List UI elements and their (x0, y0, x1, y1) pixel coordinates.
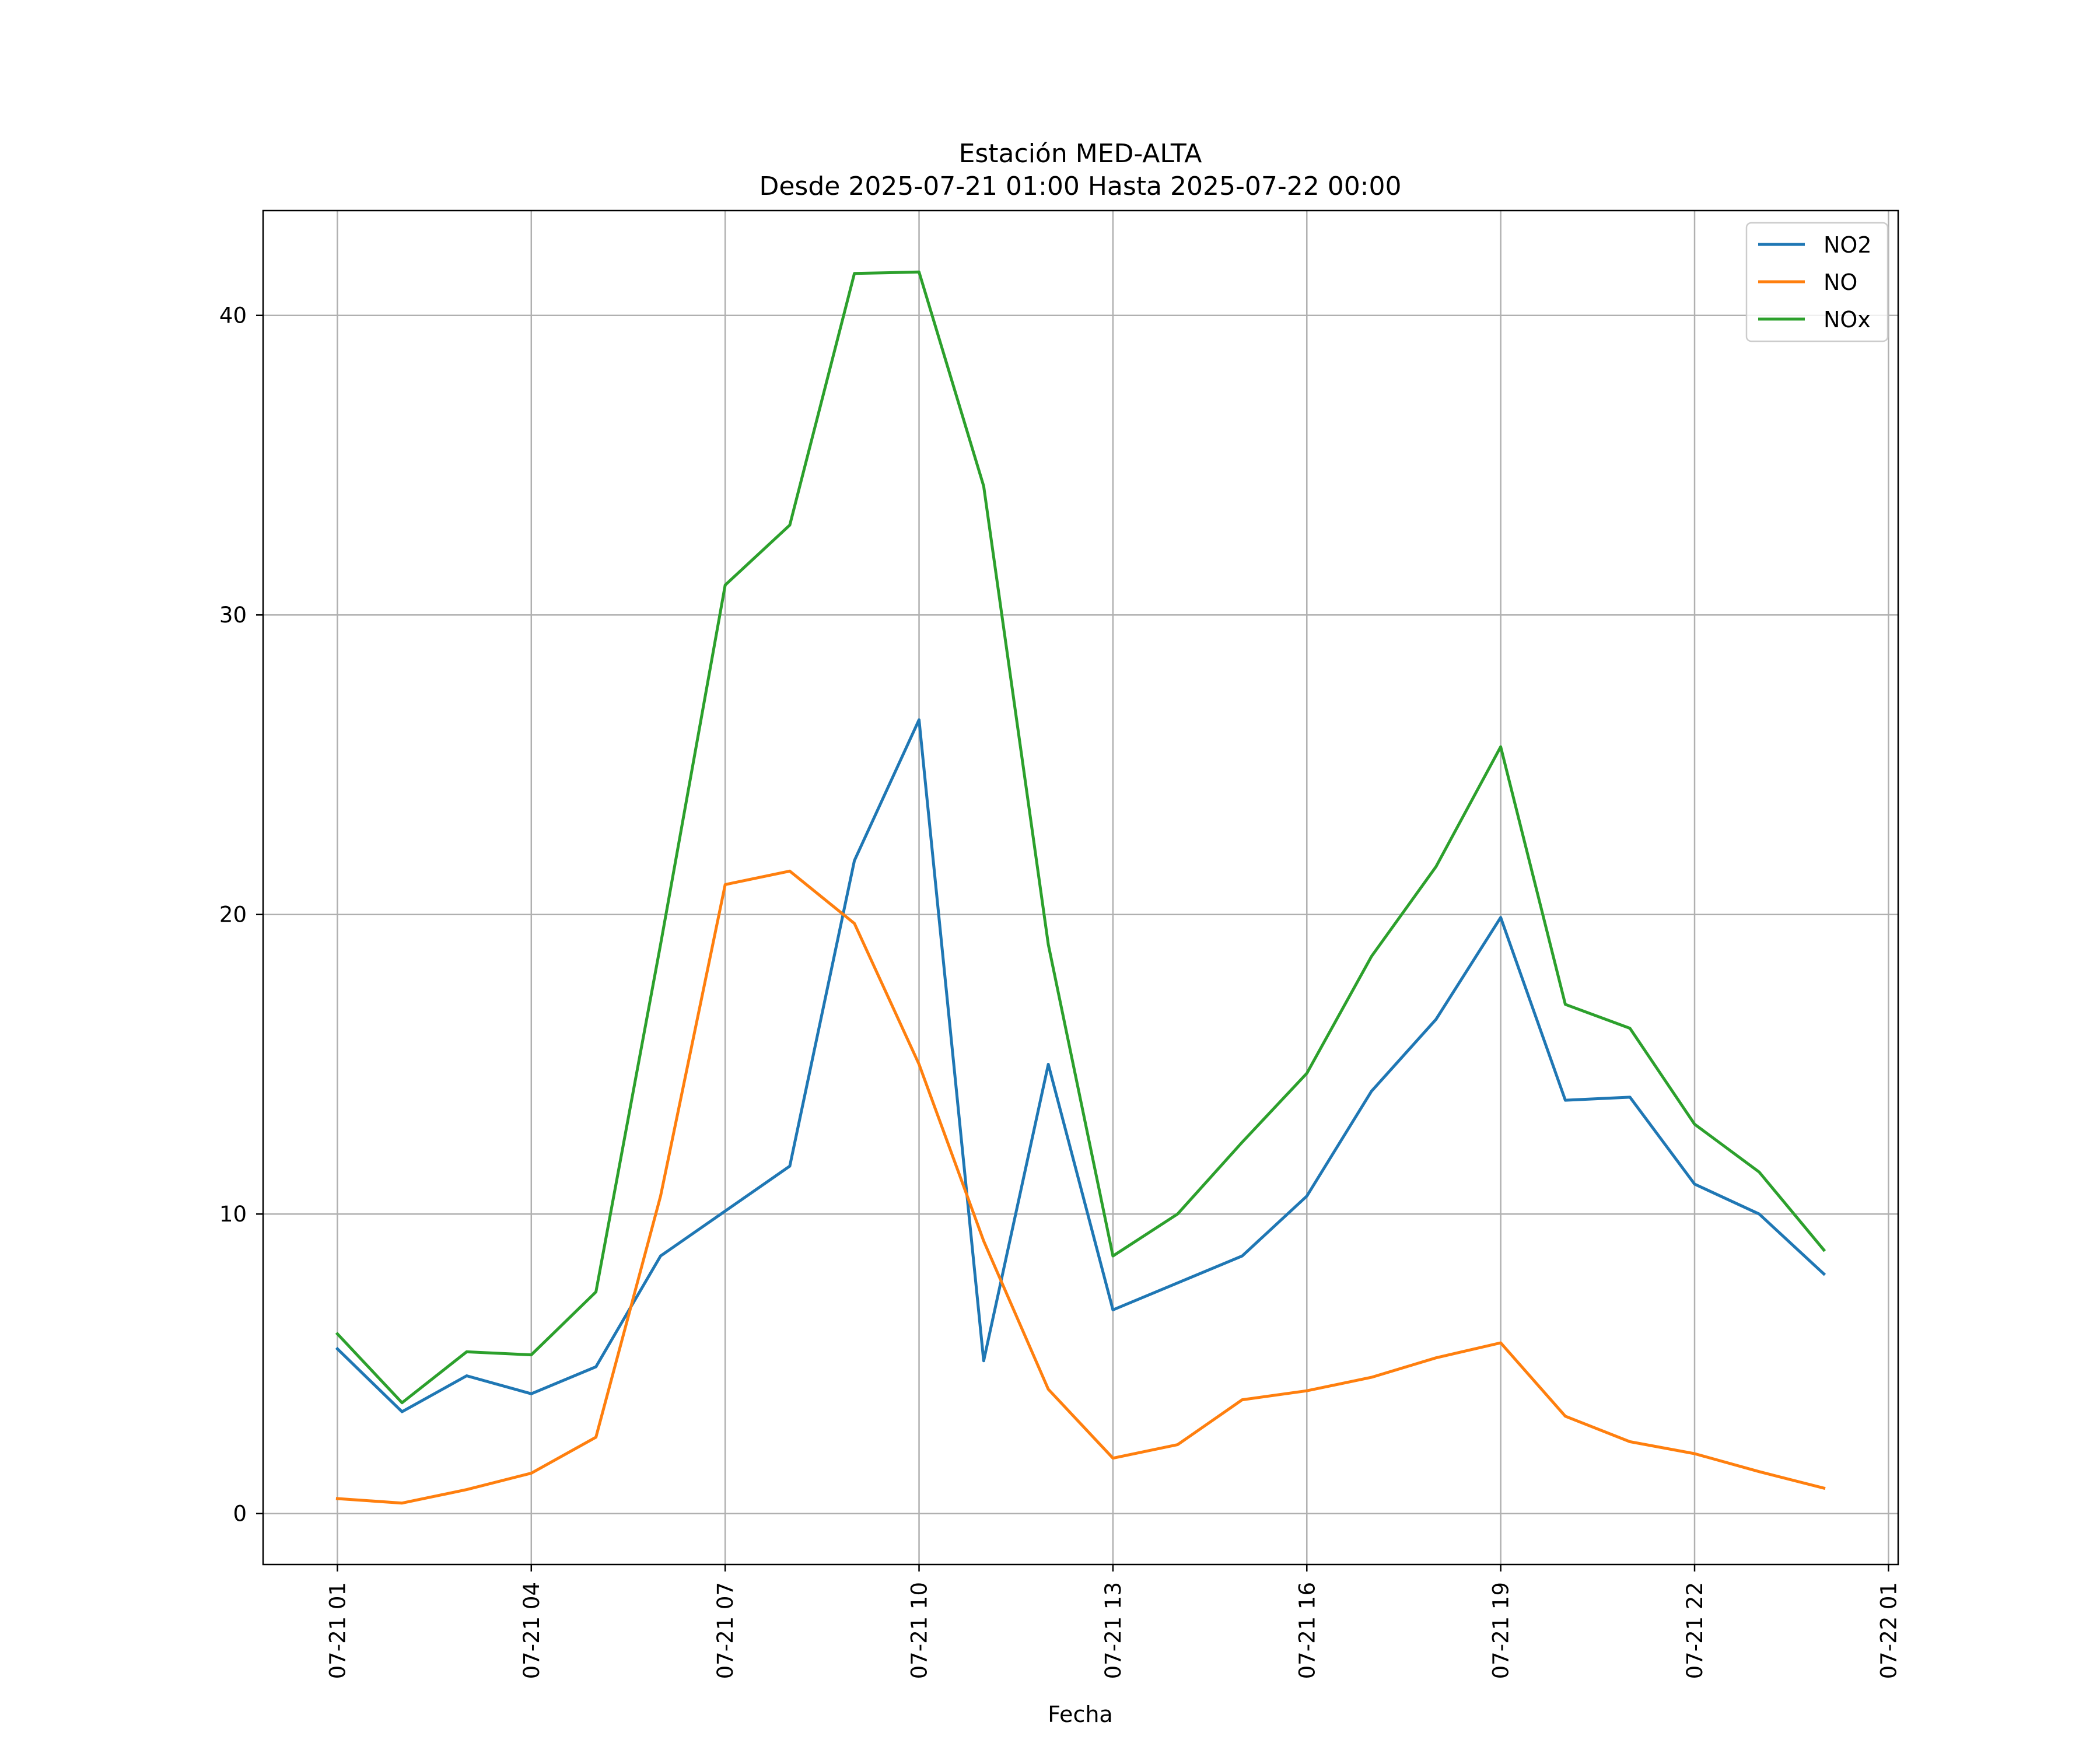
x-axis: 07-21 01 07-21 04 07-21 07 07-21 10 07-21 13… (325, 1564, 1901, 1679)
chart-subtitle: Desde 2025-07-21 01:00 Hasta 2025-07-22 … (759, 172, 1401, 201)
x-tick-label: 07-21 22 (1682, 1582, 1707, 1679)
y-tick-label: 0 (233, 1502, 247, 1527)
plot-area-frame (262, 209, 1899, 1566)
x-tick-label: 07-21 01 (325, 1582, 350, 1679)
x-tick-label: 07-21 10 (907, 1582, 932, 1679)
x-tick-label: 07-21 04 (519, 1582, 544, 1679)
x-tick-label: 07-21 16 (1294, 1582, 1320, 1679)
legend-box (1745, 222, 1889, 342)
legend-label-no: NO (1824, 270, 1857, 295)
legend-label-nox: NOx (1824, 307, 1871, 332)
y-tick-label: 40 (219, 303, 247, 328)
legend-label-no2: NO2 (1824, 232, 1872, 258)
series-line-no2 (335, 718, 1826, 1413)
x-tick-label: 07-22 01 (1876, 1582, 1901, 1679)
x-tick-label: 07-21 13 (1101, 1582, 1126, 1679)
grid (263, 211, 1898, 1564)
series-line-nox (335, 270, 1826, 1405)
y-tick-label: 10 (219, 1202, 247, 1227)
series-lines (335, 270, 1826, 1505)
x-tick-label: 07-21 19 (1489, 1582, 1514, 1679)
x-axis-label: Fecha (1048, 1702, 1112, 1727)
y-axis: 0 10 20 30 40 (219, 303, 263, 1527)
y-tick-label: 30 (219, 603, 247, 628)
series-line-no (335, 869, 1826, 1505)
x-tick-label: 07-21 07 (713, 1582, 738, 1679)
legend: NO2 NO NOx (1745, 222, 1889, 342)
y-tick-label: 20 (219, 902, 247, 928)
chart-title: Estación MED-ALTA (959, 139, 1202, 169)
